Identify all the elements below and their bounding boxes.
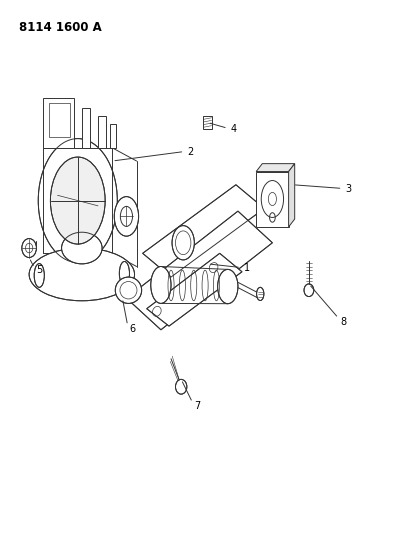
Ellipse shape xyxy=(115,277,142,303)
Text: 3: 3 xyxy=(345,184,351,195)
Ellipse shape xyxy=(172,225,194,260)
Polygon shape xyxy=(256,164,295,172)
Circle shape xyxy=(22,239,37,257)
Ellipse shape xyxy=(151,266,171,303)
Text: 8114 1600 A: 8114 1600 A xyxy=(19,21,102,34)
Text: 2: 2 xyxy=(187,147,193,157)
Polygon shape xyxy=(110,124,116,148)
Text: 5: 5 xyxy=(36,265,42,275)
Text: 7: 7 xyxy=(194,401,201,411)
Polygon shape xyxy=(127,211,272,330)
Circle shape xyxy=(304,284,314,296)
Ellipse shape xyxy=(218,269,238,304)
Ellipse shape xyxy=(62,232,102,264)
Polygon shape xyxy=(98,116,106,148)
Ellipse shape xyxy=(38,139,117,263)
Ellipse shape xyxy=(256,287,264,301)
Ellipse shape xyxy=(51,157,105,244)
Text: 6: 6 xyxy=(129,324,135,334)
Polygon shape xyxy=(256,172,289,227)
Ellipse shape xyxy=(119,262,129,285)
Polygon shape xyxy=(289,164,295,227)
Polygon shape xyxy=(82,108,90,148)
Text: 1: 1 xyxy=(245,263,251,273)
Polygon shape xyxy=(147,253,242,326)
Ellipse shape xyxy=(29,248,134,301)
Circle shape xyxy=(175,379,187,394)
Text: 8: 8 xyxy=(340,317,346,327)
Text: 4: 4 xyxy=(230,124,236,134)
Polygon shape xyxy=(203,116,212,130)
Ellipse shape xyxy=(114,197,139,236)
Ellipse shape xyxy=(34,264,44,287)
Polygon shape xyxy=(143,185,264,277)
Polygon shape xyxy=(43,98,74,148)
